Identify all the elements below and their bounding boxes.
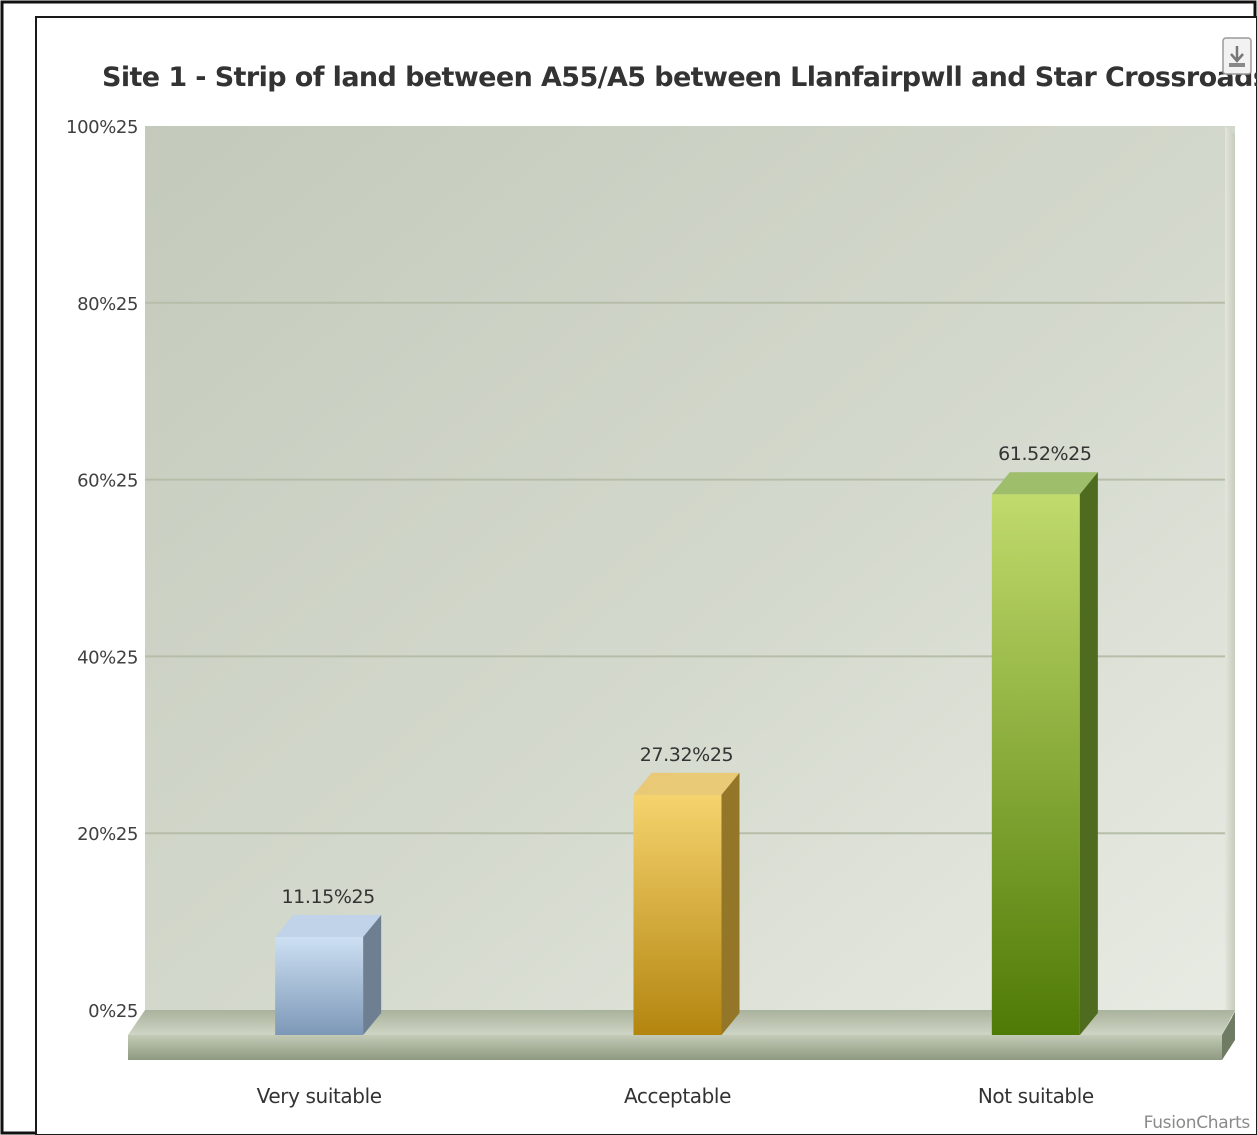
x-tick-label: Acceptable	[624, 1084, 731, 1108]
chart-title: Site 1 - Strip of land between A55/A5 be…	[102, 62, 1257, 93]
data-label: 11.15%25	[281, 886, 374, 908]
plot-area: 0%25 20%25 40%25 60%25 80%25 100%25 11.15%25 2…	[66, 117, 1235, 1108]
data-label: 27.32%25	[640, 744, 733, 766]
data-label: 61.52%25	[998, 443, 1091, 465]
bar[interactable]	[633, 772, 740, 1035]
y-tick-label: 40%25	[77, 647, 138, 668]
bars: 11.15%25 27.32%25 61.52%25	[275, 443, 1098, 1035]
x-tick-label: Not suitable	[978, 1084, 1094, 1108]
download-icon[interactable]	[1222, 37, 1252, 75]
y-tick-label: 100%25	[66, 117, 138, 138]
y-tick-label: 0%25	[88, 1001, 138, 1022]
y-tick-label: 20%25	[77, 824, 138, 845]
y-axis: 0%25 20%25 40%25 60%25 80%25 100%25	[66, 117, 138, 1022]
x-axis: Very suitable Acceptable Not suitable	[257, 1084, 1095, 1108]
y-tick-label: 60%25	[77, 471, 138, 492]
credit-label[interactable]: FusionCharts	[1144, 1113, 1251, 1133]
bar[interactable]	[991, 472, 1098, 1035]
bar[interactable]	[275, 914, 382, 1035]
x-tick-label: Very suitable	[257, 1084, 382, 1108]
y-tick-label: 80%25	[77, 294, 138, 315]
